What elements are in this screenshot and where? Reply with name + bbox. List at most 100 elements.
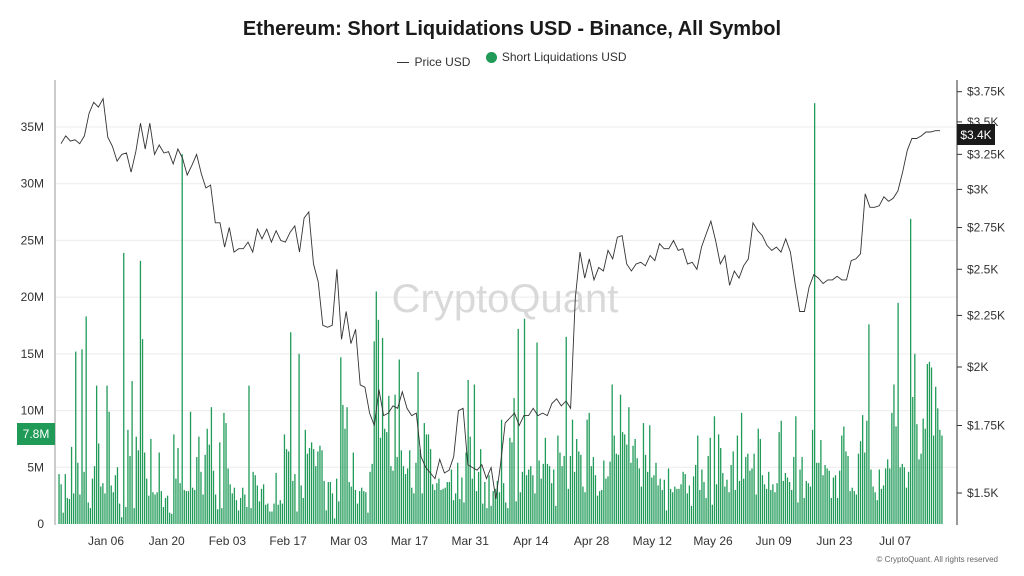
legend-item-short-liquidations[interactable]: Short Liquidations USD <box>485 50 627 64</box>
liquidation-bar <box>809 486 812 524</box>
liquidation-bar <box>273 503 275 524</box>
liquidation-bar <box>300 485 302 524</box>
liquidation-bar <box>321 450 323 524</box>
legend-item-price[interactable]: Price USD <box>397 55 470 69</box>
liquidation-bar <box>525 475 528 524</box>
liquidation-bar <box>655 462 657 524</box>
liquidation-bar <box>695 465 697 524</box>
liquidation-bar <box>306 453 309 524</box>
liquidation-bar <box>636 458 638 524</box>
liquidation-bar <box>317 451 319 524</box>
liquidation-bar <box>361 487 363 524</box>
liquidation-bar <box>818 462 820 524</box>
liquidation-bar <box>765 488 768 524</box>
x-tick-label: Jun 23 <box>816 534 852 548</box>
liquidation-bar <box>599 491 601 524</box>
x-axis-ticks: Jan 06 Jan 20 Feb 03 Feb 17 Mar 03 Mar 17 Mar … <box>88 534 911 548</box>
liquidation-bar <box>436 483 438 524</box>
liquidation-bar <box>350 486 352 524</box>
liquidation-bar <box>492 491 494 524</box>
liquidation-bar <box>246 506 248 524</box>
liquidation-bar <box>141 339 144 524</box>
liquidation-bar <box>212 470 215 524</box>
liquidation-bar <box>532 475 534 524</box>
liquidation-bar <box>747 453 749 524</box>
liquidation-bar <box>409 450 411 524</box>
left-tick-label: 25M <box>21 233 44 247</box>
liquidation-bar <box>763 484 766 524</box>
copyright-notice: © CryptoQuant. All rights reserved <box>876 555 999 564</box>
liquidation-bar <box>751 468 753 524</box>
liquidation-bar <box>166 495 169 524</box>
liquidation-bar <box>511 442 513 524</box>
liquidation-bar <box>757 428 759 524</box>
liquidation-bar <box>828 470 830 524</box>
liquidation-bar <box>628 407 630 524</box>
liquidation-bar <box>402 466 405 524</box>
liquidation-bar <box>91 478 94 524</box>
liquidation-bar <box>703 482 705 524</box>
liquidation-bar <box>404 474 407 524</box>
liquidation-bar <box>780 420 782 524</box>
liquidation-bar <box>219 442 221 524</box>
liquidation-bar <box>918 459 920 524</box>
liquidation-bar <box>83 471 85 524</box>
liquidation-bar <box>910 218 912 524</box>
bar-series-short-liquidations <box>58 103 943 525</box>
liquidation-bar <box>73 493 75 524</box>
liquidation-bar <box>880 488 883 524</box>
liquidation-bar <box>267 503 269 524</box>
liquidation-bar <box>379 437 382 524</box>
x-tick-label: Apr 14 <box>513 534 549 548</box>
liquidation-bar <box>878 469 880 524</box>
liquidation-bar <box>102 483 104 524</box>
liquidation-bar <box>87 502 89 524</box>
liquidation-bar <box>713 416 716 524</box>
liquidation-bar <box>624 434 626 524</box>
liquidation-bar <box>730 465 732 524</box>
liquidation-bar <box>390 466 392 524</box>
liquidation-bar <box>505 502 507 524</box>
liquidation-bar <box>244 494 246 524</box>
liquidation-bar <box>137 450 139 524</box>
liquidation-bar <box>924 428 926 524</box>
liquidation-bar <box>857 453 860 524</box>
liquidation-bar <box>607 476 609 524</box>
liquidation-bar <box>323 480 325 524</box>
liquidation-bar <box>638 468 640 524</box>
liquidation-bar <box>649 425 651 524</box>
liquidation-bar <box>674 486 676 524</box>
liquidation-bar <box>210 407 213 524</box>
liquidation-bar <box>369 471 371 524</box>
last-value-badge-right: $3.4K <box>957 124 995 145</box>
liquidation-bar <box>743 478 745 524</box>
liquidation-bar <box>292 480 294 524</box>
liquidation-bar <box>899 467 901 524</box>
x-tick-label: Apr 28 <box>574 534 610 548</box>
liquidation-bar <box>688 485 691 524</box>
liquidation-bar <box>634 438 636 524</box>
liquidation-bar <box>256 485 258 524</box>
liquidation-bar <box>544 437 547 524</box>
liquidation-bar <box>285 449 288 524</box>
liquidation-bar <box>415 462 417 524</box>
liquidation-bar <box>194 489 196 524</box>
liquidation-bar <box>85 316 87 524</box>
liquidation-bar <box>596 495 599 524</box>
liquidation-bar <box>647 471 649 524</box>
liquidation-bar <box>160 491 162 524</box>
liquidation-bar <box>181 154 183 524</box>
liquidation-bar <box>400 450 402 524</box>
liquidation-bar <box>653 475 655 524</box>
liquidation-bar <box>173 434 175 524</box>
liquidation-bar <box>352 452 354 524</box>
liquidation-bar <box>348 482 350 524</box>
liquidation-bar <box>146 478 148 524</box>
liquidation-bar <box>711 504 713 524</box>
liquidation-bar <box>469 436 471 524</box>
liquidation-bar <box>822 475 824 524</box>
liquidation-bar <box>457 462 459 524</box>
liquidation-bar <box>411 487 413 524</box>
liquidation-bar <box>152 492 154 524</box>
last-value-right: $3.4K <box>960 128 991 142</box>
